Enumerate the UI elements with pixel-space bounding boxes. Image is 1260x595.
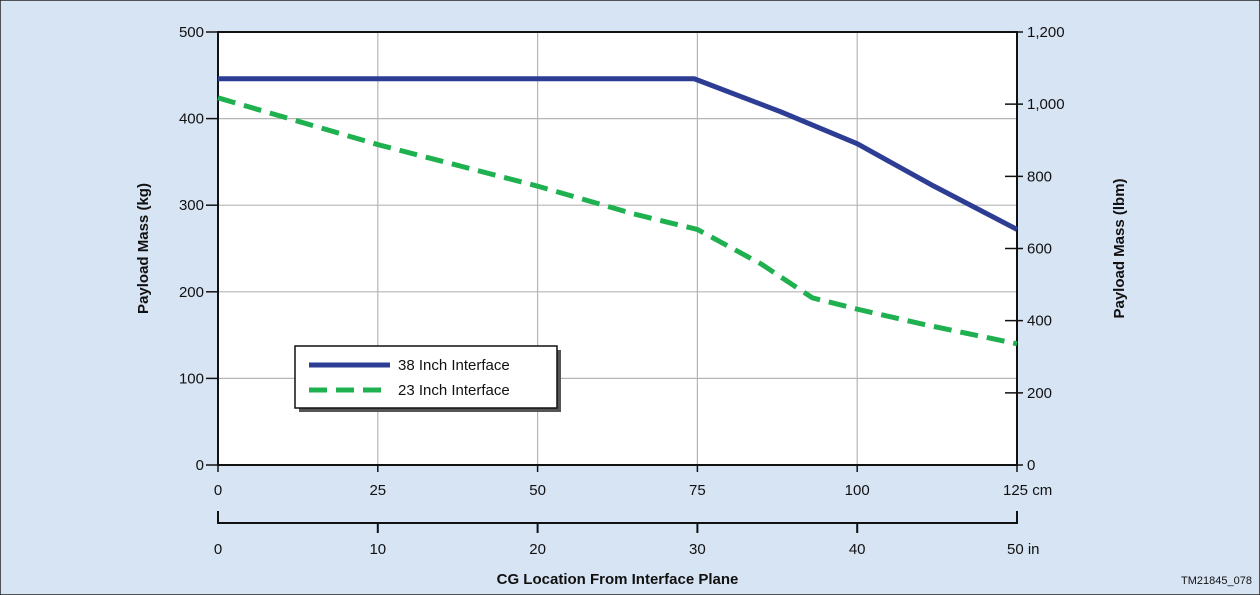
x-tick-label-cm: 0: [214, 482, 222, 499]
y-tick-label-right: 200: [1027, 385, 1052, 402]
y-tick-label-left: 300: [179, 197, 204, 214]
legend-label: 23 Inch Interface: [398, 382, 510, 399]
y-tick-label-left: 0: [196, 457, 204, 474]
y-tick-label-left: 200: [179, 284, 204, 301]
y-tick-label-right: 400: [1027, 313, 1052, 330]
x-tick-label-cm: 125 cm: [1003, 482, 1052, 499]
y-tick-label-left: 500: [179, 24, 204, 41]
x-tick-label-in: 30: [689, 541, 706, 558]
y-tick-label-right: 600: [1027, 241, 1052, 258]
axes: 010020030040050002004006008001,0001,2000…: [179, 24, 1065, 558]
series-38-inch-line: [218, 76, 1019, 232]
figure-id: TM21845_078: [1181, 575, 1252, 587]
y-tick-label-right: 800: [1027, 168, 1052, 185]
x-tick-label-cm: 25: [369, 482, 386, 499]
y-axis-title-right: Payload Mass (lbm): [1111, 178, 1128, 318]
x-tick-label-cm: 100: [845, 482, 870, 499]
x-tick-label-in: 0: [214, 541, 222, 558]
y-tick-label-right: 0: [1027, 457, 1035, 474]
x-tick-label-in: 10: [369, 541, 386, 558]
series-23-inch-line: [217, 95, 1018, 347]
series-lines: [217, 76, 1019, 347]
y-axis-title-left: Payload Mass (kg): [135, 183, 152, 314]
y-tick-label-left: 100: [179, 370, 204, 387]
x-tick-label-cm: 75: [689, 482, 706, 499]
legend-label: 38 Inch Interface: [398, 357, 510, 374]
x-tick-label-in: 50 in: [1007, 541, 1040, 558]
x-tick-label-in: 20: [529, 541, 546, 558]
legend: 38 Inch Interface 23 Inch Interface: [294, 345, 561, 412]
y-tick-label-right: 1,000: [1027, 96, 1065, 113]
x-tick-label-cm: 50: [529, 482, 546, 499]
y-tick-label-right: 1,200: [1027, 24, 1065, 41]
x-tick-label-in: 40: [849, 541, 866, 558]
y-tick-label-left: 400: [179, 111, 204, 128]
legend-box: [294, 345, 558, 409]
x-axis-title: CG Location From Interface Plane: [497, 571, 739, 588]
